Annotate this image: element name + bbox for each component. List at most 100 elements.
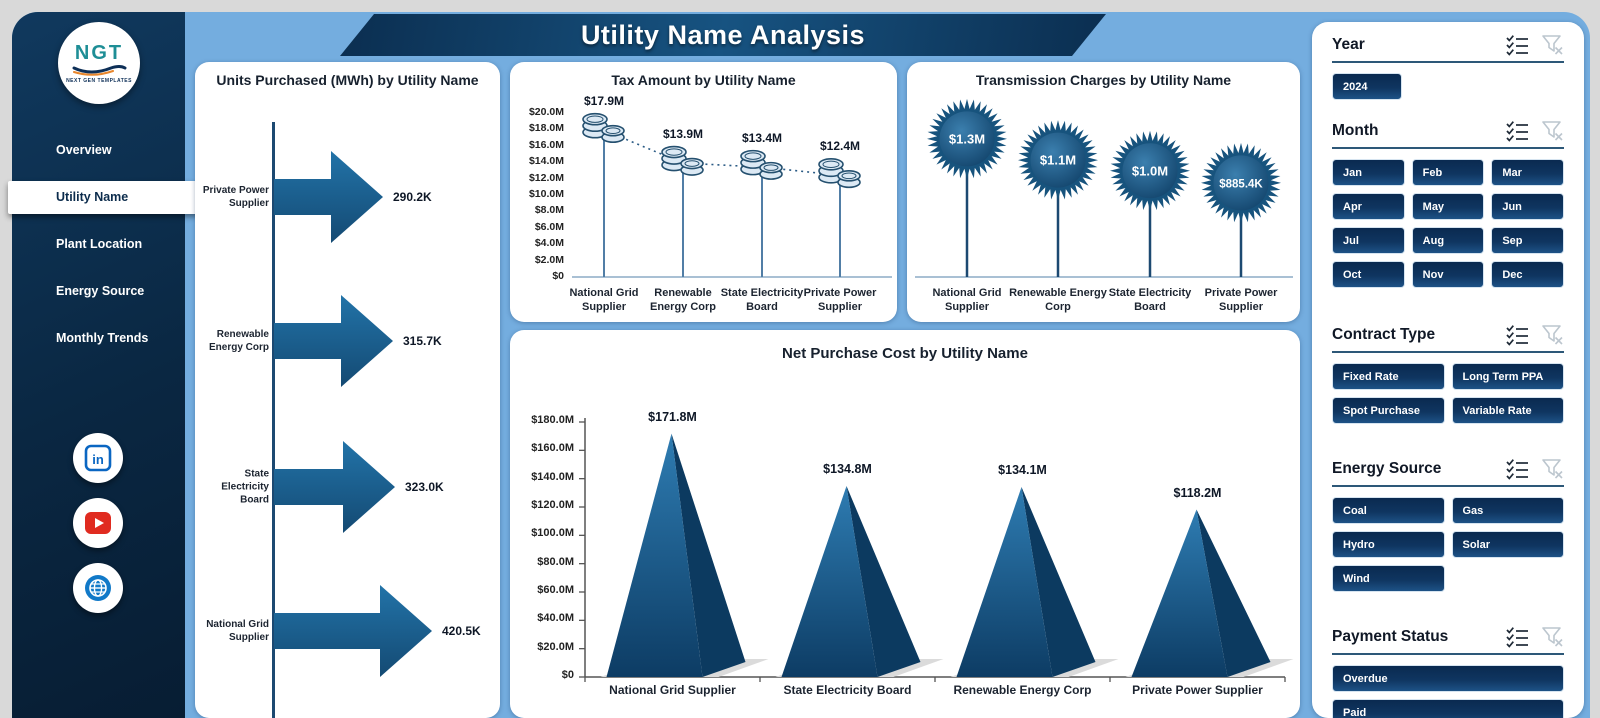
filter-button-month-dec[interactable]: Dec <box>1491 261 1564 288</box>
filter-section-payment-status: Payment StatusOverduePaidPending <box>1332 626 1564 718</box>
tax-chart-title: Tax Amount by Utility Name <box>611 72 796 88</box>
coin-stack-icon <box>582 112 625 144</box>
youtube-icon <box>85 512 111 534</box>
filter-button-month-mar[interactable]: Mar <box>1491 159 1564 186</box>
pyramid-marker <box>1131 509 1271 677</box>
tax-chart-canvas <box>572 112 892 278</box>
value-label: $17.9M <box>583 94 625 109</box>
clear-filter-icon[interactable] <box>1541 458 1564 480</box>
linkedin-icon: in <box>84 444 112 472</box>
linkedin-link[interactable]: in <box>73 433 123 483</box>
filter-header-icons <box>1505 626 1564 648</box>
filter-button-month-jun[interactable]: Jun <box>1491 193 1564 220</box>
category-label: National Grid Supplier <box>569 287 639 314</box>
ytick-label: $6.0M <box>534 220 564 233</box>
multi-select-icon[interactable] <box>1505 34 1529 56</box>
transmission-charges-chart-card: Transmission Charges by Utility Name $1.… <box>907 62 1300 322</box>
sidebar-item-monthly-trends[interactable]: Monthly Trends <box>56 331 149 345</box>
clear-filter-icon[interactable] <box>1541 120 1564 142</box>
filter-button-month-nov[interactable]: Nov <box>1411 261 1485 288</box>
filter-header-icons <box>1505 324 1564 346</box>
filter-button-energy-source-solar[interactable]: Solar <box>1451 531 1564 558</box>
filter-button-energy-source-gas[interactable]: Gas <box>1451 497 1564 524</box>
category-label: Renewable Energy Corp <box>953 683 1092 697</box>
transmission-chart-title: Transmission Charges by Utility Name <box>975 72 1232 88</box>
value-label: 323.0K <box>405 480 444 494</box>
multi-select-icon[interactable] <box>1505 324 1529 346</box>
clear-filter-icon[interactable] <box>1541 626 1564 648</box>
filter-panel: Year 2024 Month Jan Feb Mar Apr May Jun Jul Aug Sep… <box>1312 22 1584 718</box>
category-label: State Electricity Board <box>720 287 804 314</box>
category-label: Private Power Supplier <box>1204 287 1278 314</box>
ytick-label: $120.0M <box>531 499 574 511</box>
ytick-label: $16.0M <box>528 138 564 151</box>
filter-button-payment-status-overdue[interactable]: Overdue <box>1332 665 1564 692</box>
filter-button-contract-type-variable-rate[interactable]: Variable Rate <box>1451 397 1564 424</box>
filter-button-year-2024[interactable]: 2024 <box>1332 73 1402 100</box>
sidebar-item-energy-source[interactable]: Energy Source <box>56 284 145 298</box>
value-label: 315.7K <box>403 334 442 348</box>
filter-button-month-aug[interactable]: Aug <box>1411 227 1485 254</box>
value-label: 420.5K <box>442 624 481 638</box>
clear-filter-icon[interactable] <box>1541 324 1564 346</box>
youtube-link[interactable] <box>73 498 123 548</box>
social-links: in <box>73 433 123 613</box>
filter-button-month-sep[interactable]: Sep <box>1491 227 1564 254</box>
starburst-marker: $885.4K <box>1201 142 1281 223</box>
filter-button-payment-status-paid[interactable]: Paid <box>1332 699 1564 718</box>
filter-header-payment-status: Payment Status <box>1332 626 1564 648</box>
sidebar-nav: Overview Utility Name Plant Location Energy… <box>8 134 240 369</box>
filter-options-month: Jan Feb Mar Apr May Jun Jul Aug Sep Oct Nov Dec <box>1332 159 1564 288</box>
filter-button-energy-source-wind[interactable]: Wind <box>1332 565 1445 592</box>
category-label: Private Power Supplier <box>803 287 877 314</box>
filter-header-icons <box>1505 120 1564 142</box>
tax-amount-chart-card: Tax Amount by Utility Name $20.0M $18.0M $… <box>510 62 897 322</box>
filter-button-month-jan[interactable]: Jan <box>1332 159 1405 186</box>
filter-button-contract-type-fixed-rate[interactable]: Fixed Rate <box>1332 363 1445 390</box>
units-chart-title: Units Purchased (MWh) by Utility Name <box>216 72 479 88</box>
starburst-marker: $1.3M <box>927 98 1007 179</box>
title-banner: Utility Name Analysis <box>340 14 1106 56</box>
filter-section-year: Year 2024 <box>1332 34 1564 100</box>
arrow-bar <box>274 585 432 677</box>
filter-header-icons <box>1505 34 1564 56</box>
filter-button-month-oct[interactable]: Oct <box>1332 261 1405 288</box>
globe-icon <box>85 575 111 601</box>
value-label: $134.1M <box>998 463 1047 478</box>
filter-options-year: 2024 <box>1332 73 1564 100</box>
sidebar-item-overview[interactable]: Overview <box>56 143 112 157</box>
filter-section-month: Month Jan Feb Mar Apr May Jun Jul Aug Sep Oct Nov De… <box>1332 120 1564 288</box>
arrow-bar <box>274 151 383 243</box>
svg-text:$1.1M: $1.1M <box>1040 153 1076 168</box>
ytick-label: $0 <box>552 270 564 282</box>
filter-button-month-feb[interactable]: Feb <box>1411 159 1485 186</box>
ytick-label: $0 <box>561 669 574 681</box>
filter-button-contract-type-long-term-ppa[interactable]: Long Term PPA <box>1451 363 1564 390</box>
filter-underline <box>1332 653 1564 655</box>
starburst-marker: $1.0M <box>1110 130 1190 211</box>
filter-button-month-may[interactable]: May <box>1411 193 1485 220</box>
filter-button-energy-source-hydro[interactable]: Hydro <box>1332 531 1445 558</box>
page-title: Utility Name Analysis <box>580 19 866 50</box>
multi-select-icon[interactable] <box>1505 458 1529 480</box>
filter-header-month: Month <box>1332 120 1564 142</box>
multi-select-icon[interactable] <box>1505 626 1529 648</box>
clear-filter-icon[interactable] <box>1541 34 1564 56</box>
filter-underline <box>1332 61 1564 63</box>
filter-button-month-apr[interactable]: Apr <box>1332 193 1405 220</box>
filter-title-month: Month <box>1332 122 1379 139</box>
filter-button-contract-type-spot-purchase[interactable]: Spot Purchase <box>1332 397 1445 424</box>
filter-header-year: Year <box>1332 34 1564 56</box>
multi-select-icon[interactable] <box>1505 120 1529 142</box>
filter-options-energy-source: Coal Gas Hydro Solar Wind <box>1332 497 1564 592</box>
filter-button-month-jul[interactable]: Jul <box>1332 227 1405 254</box>
coin-stack-icon <box>740 149 783 180</box>
filter-header-contract-type: Contract Type <box>1332 324 1564 346</box>
filter-title-energy-source: Energy Source <box>1332 460 1442 477</box>
arrow-bar <box>274 441 395 533</box>
sidebar-item-plant-location[interactable]: Plant Location <box>56 237 143 251</box>
filter-underline <box>1332 147 1564 149</box>
globe-link[interactable] <box>73 563 123 613</box>
filter-button-energy-source-coal[interactable]: Coal <box>1332 497 1445 524</box>
category-label: Renewable Energy Corp <box>1009 287 1107 314</box>
